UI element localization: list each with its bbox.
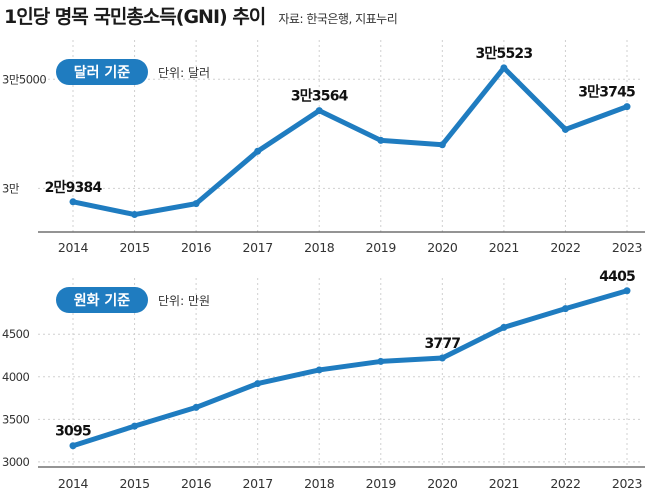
x-tick-label: 2023 [612,476,642,491]
x-tick-label: 2020 [427,240,458,255]
data-point-2014 [69,442,77,450]
data-label: 4405 [599,269,635,285]
data-point-2018 [315,107,323,115]
data-point-2021 [500,64,508,72]
data-point-2015 [131,211,139,219]
x-tick-label: 2022 [550,240,580,255]
y-tick-label: 3만 [2,181,20,195]
series-line [70,65,630,218]
data-point-2017 [254,380,262,388]
page-title: 1인당 명목 국민총소득(GNI) 추이 [4,6,266,28]
x-tick-label: 2023 [612,240,642,255]
data-point-2017 [254,147,262,155]
x-tick-label: 2022 [550,476,580,491]
x-tick-label: 2021 [489,476,519,491]
data-label: 3095 [55,424,91,440]
data-label: 3777 [424,336,460,352]
data-point-2014 [69,198,77,206]
data-point-2022 [561,125,569,133]
x-tick-label: 2019 [366,240,397,255]
data-point-2023 [623,103,631,111]
y-tick-label: 4500 [2,327,29,341]
x-tick-label: 2019 [366,476,397,491]
series-line [70,288,630,449]
x-tick-label: 2020 [427,476,458,491]
data-point-2020 [438,141,446,149]
title-row: 1인당 명목 국민총소득(GNI) 추이 자료: 한국은행, 지표누리 [4,2,398,28]
data-point-2019 [377,136,385,144]
x-tick-label: 2016 [181,240,212,255]
data-point-2019 [377,357,385,365]
data-point-2016 [192,200,200,208]
unit-badge [56,287,148,313]
x-tick-label: 2018 [304,476,335,491]
data-label: 2만9384 [45,180,103,196]
x-tick-label: 2014 [58,240,89,255]
chart-panel-1: 3만 3만5000 2014 2015 2016 2017 2018 2019 2020 2021… [2,40,645,255]
data-point-2023 [623,287,631,295]
data-point-2018 [315,366,323,374]
x-tick-label: 2015 [119,476,149,491]
x-tick-label: 2021 [489,240,519,255]
y-tick-label: 4000 [2,370,29,384]
unit-badge-label: 원화 기준 [74,293,131,309]
data-point-2022 [561,305,569,313]
y-tick-label: 3만5000 [2,72,46,86]
source-note: 자료: 한국은행, 지표누리 [278,12,398,26]
data-label: 3만3745 [578,85,635,101]
data-label: 3만5523 [475,46,532,62]
x-tick-label: 2015 [119,240,149,255]
unit-note: 단위: 달러 [158,66,210,80]
unit-note: 단위: 만원 [158,294,210,308]
x-tick-label: 2018 [304,240,335,255]
x-tick-label: 2017 [243,240,273,255]
unit-badge [56,59,148,85]
x-tick-label: 2014 [58,476,89,491]
unit-badge-label: 달러 기준 [74,65,131,81]
data-point-2020 [438,354,446,362]
data-point-2015 [131,422,139,430]
data-point-2016 [192,403,200,411]
y-tick-label: 3500 [2,412,29,426]
x-tick-label: 2016 [181,476,212,491]
x-tick-label: 2017 [243,476,273,491]
y-tick-label: 3000 [2,455,29,469]
data-point-2021 [500,323,508,331]
chart-panel-2: 3000 3500 4000 4500 2014 2015 2016 2017 2018 2019… [2,269,645,491]
data-label: 3만3564 [291,89,349,105]
